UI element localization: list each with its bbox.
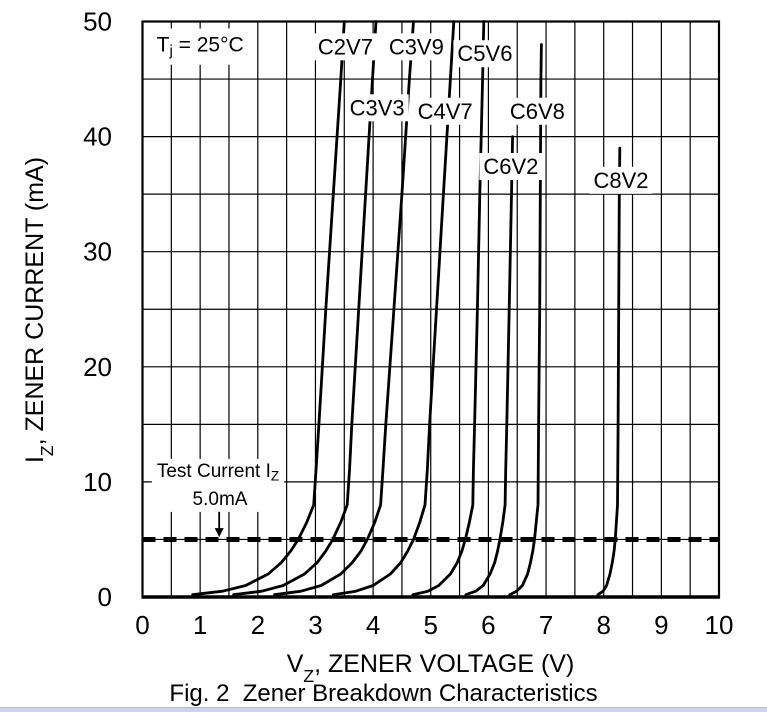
x-tick-label-4: 4 <box>366 610 380 640</box>
x-tick-label-1: 1 <box>193 610 207 640</box>
condition-label-background <box>149 28 251 65</box>
curve-C6V8 <box>508 43 543 597</box>
y-axis-title-text: , ZENER CURRENT (mA) <box>21 156 49 446</box>
x-tick-label-9: 9 <box>654 610 668 640</box>
curve-label-C3V3-group: C3V3 <box>345 94 409 122</box>
curve-label-C2V7-group: C2V7 <box>313 33 377 61</box>
y-tick-labels: 0 10 20 30 40 50 <box>83 7 112 613</box>
zener-curves <box>191 20 622 597</box>
x-tick-label-3: 3 <box>308 610 322 640</box>
curve-label-C8V2: C8V2 <box>593 168 648 193</box>
x-axis-title-subscript: Z <box>303 666 315 687</box>
condition-label-text: T <box>157 34 170 57</box>
curve-C2V7 <box>191 20 346 597</box>
curve-label-C6V8: C6V8 <box>510 99 565 124</box>
y-axis-title: IZ, ZENER CURRENT (mA) <box>18 10 57 610</box>
curve-label-C3V9-text: C3V9 <box>389 34 444 59</box>
curve-C5V6 <box>411 20 486 597</box>
curve-label-C6V2: C6V2 <box>483 154 538 179</box>
curve-label-C5V6-background <box>453 40 517 68</box>
curve-label-C6V2-text: C6V2 <box>483 154 538 179</box>
x-tick-label-5: 5 <box>424 610 438 640</box>
curve-label-C6V2-group: C6V2 <box>479 153 543 181</box>
curve-label-C5V6: C5V6 <box>457 41 512 66</box>
test-current-label-background <box>151 458 285 512</box>
y-tick-label-30: 30 <box>83 237 112 267</box>
curve-C4V7 <box>331 20 456 597</box>
curve-label-C6V8-background <box>505 97 569 125</box>
page-edge-bar <box>0 707 767 712</box>
curve-label-C8V2-text: C8V2 <box>593 168 648 193</box>
condition-label-group: Tj = 25°C <box>149 28 251 65</box>
curve-label-C6V8-text: C6V8 <box>510 99 565 124</box>
y-tick-label-10: 10 <box>83 467 112 497</box>
condition-label: Tj = 25°C <box>157 34 244 60</box>
curve-label-C4V7-background <box>413 97 477 125</box>
y-tick-label-50: 50 <box>83 7 112 37</box>
x-tick-labels: 0 1 2 3 4 5 6 7 8 9 10 <box>135 610 733 640</box>
curve-label-C5V6-text: C5V6 <box>457 41 512 66</box>
curve-C3V3 <box>232 20 378 597</box>
x-tick-label-6: 6 <box>481 610 495 640</box>
curve-label-C3V9-background <box>384 33 448 61</box>
x-axis-title-symbol: V <box>286 650 304 678</box>
curve-label-C8V2-group: C8V2 <box>589 166 653 194</box>
x-tick-label-0: 0 <box>135 610 149 640</box>
curve-C3V9 <box>273 20 415 597</box>
y-tick-label-0: 0 <box>98 582 112 612</box>
figure-caption: Fig. 2 Zener Breakdown Characteristics <box>169 680 598 707</box>
curve-label-C8V2-background <box>589 166 653 194</box>
x-axis-title-text: , ZENER VOLTAGE (V) <box>314 650 575 678</box>
curve-C6V2 <box>464 135 514 597</box>
curve-label-C2V7: C2V7 <box>318 34 373 59</box>
x-tick-label-7: 7 <box>539 610 553 640</box>
curve-label-C4V7-group: C4V7 <box>413 97 477 125</box>
curve-label-C4V7-text: C4V7 <box>418 99 473 124</box>
curve-label-C3V3-text: C3V3 <box>350 95 405 120</box>
condition-label-subscript: j <box>168 43 172 60</box>
test-current-arrow-head <box>214 528 224 538</box>
x-tick-label-8: 8 <box>596 610 610 640</box>
curve-label-C6V2-background <box>479 153 543 181</box>
curve-label-C3V9-group: C3V9 <box>384 33 448 61</box>
test-current-label-line1: Test Current IZ <box>157 461 279 484</box>
y-tick-label-20: 20 <box>83 352 112 382</box>
curve-label-C2V7-background <box>313 33 377 61</box>
y-axis-title-subscript: Z <box>37 445 58 457</box>
x-tick-label-10: 10 <box>705 610 734 640</box>
curve-label-C5V6-group: C5V6 <box>453 40 517 68</box>
y-axis-title-symbol: I <box>21 456 49 464</box>
test-current-label-line1-subscript: Z <box>271 469 279 484</box>
curve-label-C4V7: C4V7 <box>418 99 473 124</box>
test-current-label-line2: 5.0mA <box>193 489 248 510</box>
condition-label-text: = 25°C <box>173 34 244 57</box>
curve-label-C6V8-group: C6V8 <box>505 97 569 125</box>
x-tick-label-2: 2 <box>251 610 265 640</box>
curve-label-C3V3: C3V3 <box>350 95 405 120</box>
y-tick-label-40: 40 <box>83 122 112 152</box>
test-current-annotation: Test Current IZ 5.0mA <box>151 458 285 538</box>
test-current-label-line1-text: Test Current I <box>157 461 271 482</box>
curve-C8V2 <box>596 146 622 597</box>
curve-label-C2V7-text: C2V7 <box>318 34 373 59</box>
curve-label-C3V3-background <box>345 94 409 122</box>
curve-label-C3V9: C3V9 <box>389 34 444 59</box>
x-axis-title: VZ, ZENER VOLTAGE (V) <box>142 649 719 685</box>
